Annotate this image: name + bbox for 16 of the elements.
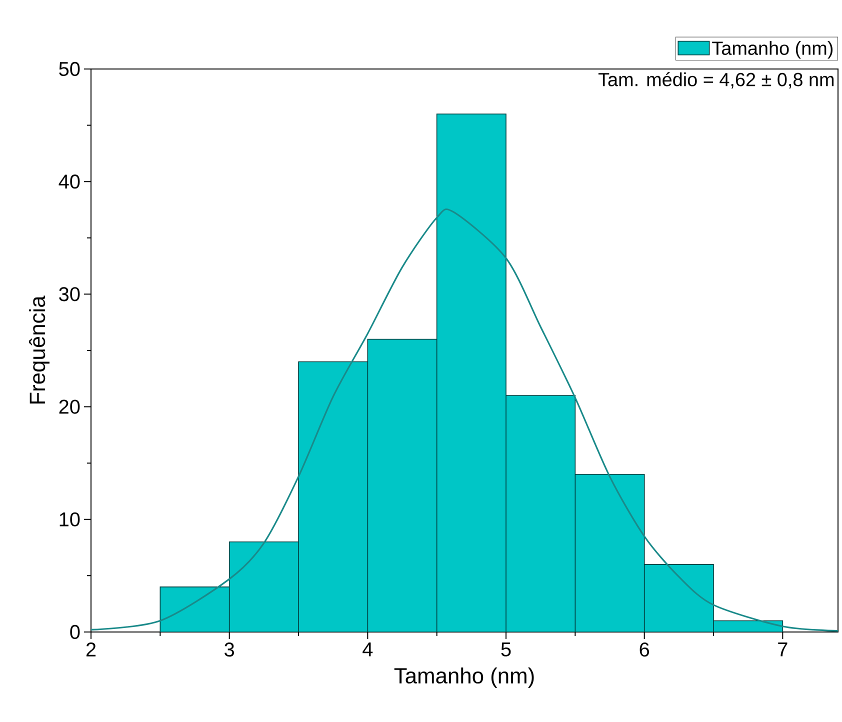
x-tick-label: 4 <box>362 642 373 656</box>
y-tick-label: 10 <box>60 512 80 526</box>
x-tick-label: 6 <box>640 642 650 657</box>
annotation: Tam. médio = 4,62 ± 0,8 nm <box>598 72 834 89</box>
x-tick-label: 7 <box>778 642 788 656</box>
y-tick-label: 50 <box>59 62 80 76</box>
x-axis-title: Tamanho (nm) <box>394 667 534 688</box>
x-tick-label: 3 <box>224 642 234 657</box>
y-tick-label: 20 <box>59 400 80 414</box>
x-tick-label: 2 <box>86 642 96 656</box>
legend-label: Tamanho (nm) <box>712 41 833 59</box>
y-tick-label: 30 <box>59 287 80 302</box>
y-axis-title: Frequência <box>28 296 50 404</box>
y-tick-label: 40 <box>58 174 80 189</box>
x-tick-label: 5 <box>501 642 511 656</box>
y-tick-label: 0 <box>70 624 80 640</box>
